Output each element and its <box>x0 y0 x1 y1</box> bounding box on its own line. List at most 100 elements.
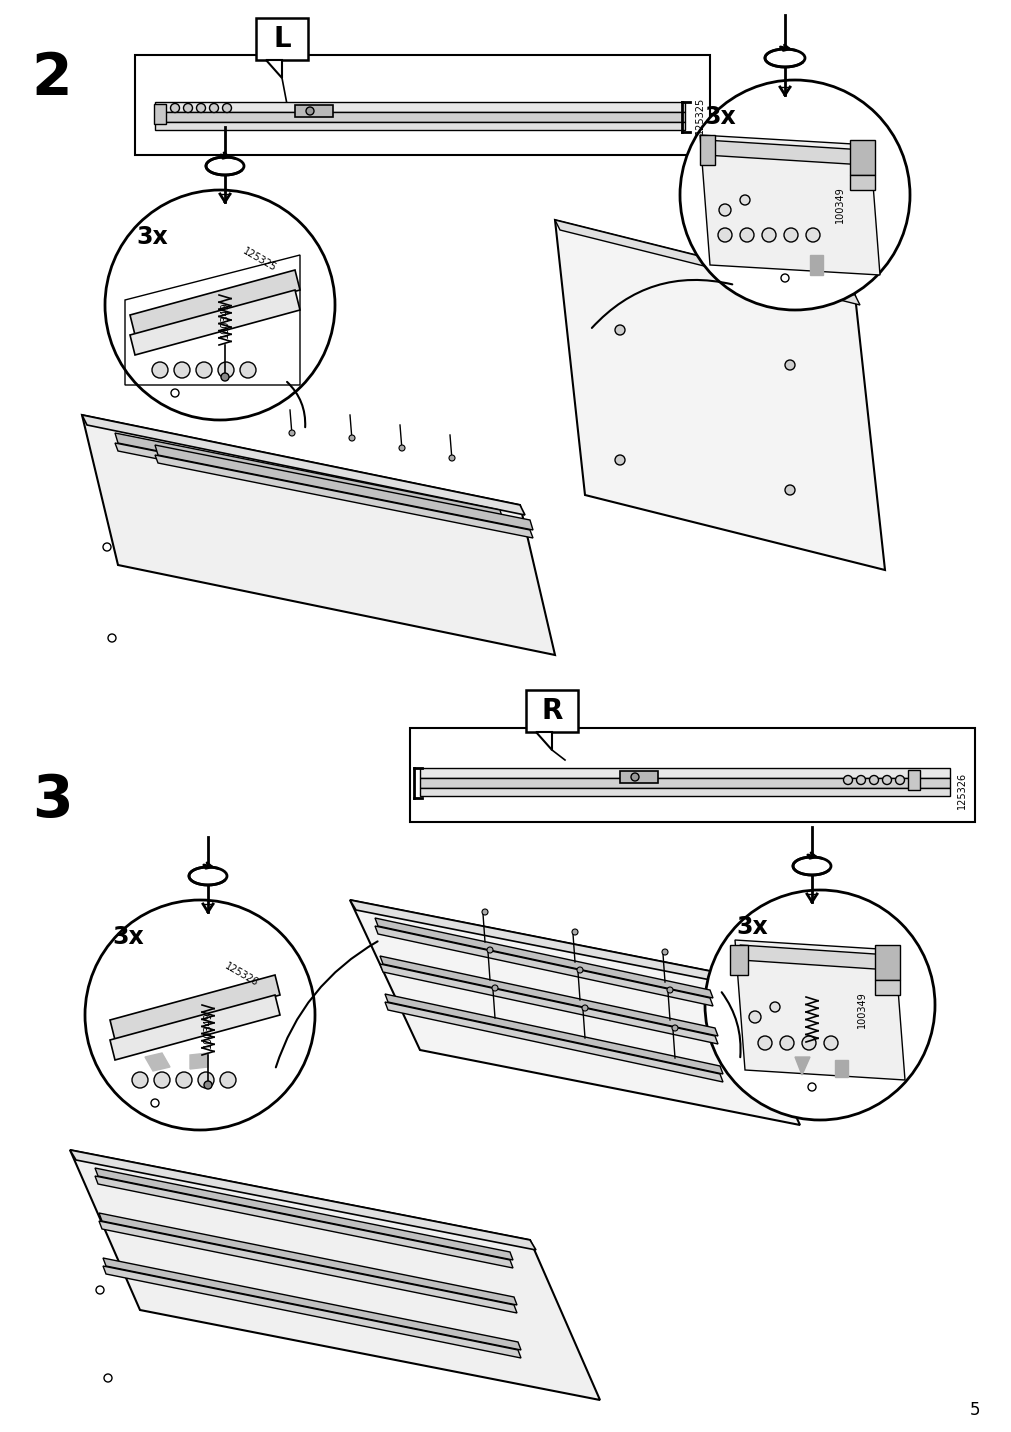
Bar <box>875 979 899 995</box>
Polygon shape <box>554 221 885 570</box>
Circle shape <box>842 776 851 785</box>
Polygon shape <box>129 271 299 335</box>
Bar <box>849 175 875 190</box>
Text: 100349: 100349 <box>834 186 844 223</box>
Polygon shape <box>110 995 280 1060</box>
Polygon shape <box>350 899 800 1126</box>
Text: 2: 2 <box>31 50 72 106</box>
Text: 3x: 3x <box>136 225 168 249</box>
Circle shape <box>398 445 404 451</box>
Circle shape <box>718 203 730 216</box>
Bar <box>409 727 974 822</box>
Bar <box>295 105 333 117</box>
Polygon shape <box>705 140 864 165</box>
Polygon shape <box>103 1257 521 1350</box>
Circle shape <box>581 1005 587 1011</box>
Polygon shape <box>375 927 713 1007</box>
Circle shape <box>631 773 638 780</box>
Circle shape <box>571 929 577 935</box>
Circle shape <box>785 359 795 369</box>
Circle shape <box>105 190 335 420</box>
Text: 5: 5 <box>969 1400 980 1419</box>
Polygon shape <box>82 415 525 516</box>
Polygon shape <box>155 445 533 530</box>
Bar <box>134 54 710 155</box>
Polygon shape <box>129 291 299 355</box>
Bar <box>256 19 307 60</box>
Polygon shape <box>110 975 280 1040</box>
Circle shape <box>661 949 667 955</box>
Circle shape <box>868 776 878 785</box>
Circle shape <box>882 776 891 785</box>
Polygon shape <box>95 1176 513 1267</box>
Polygon shape <box>809 255 822 275</box>
Text: 100349: 100349 <box>856 991 866 1028</box>
Polygon shape <box>103 1266 521 1358</box>
Circle shape <box>780 274 789 282</box>
Circle shape <box>219 1073 236 1088</box>
Text: 3x: 3x <box>112 925 144 949</box>
Text: 125326: 125326 <box>223 961 260 988</box>
Bar <box>849 140 875 175</box>
Text: 3: 3 <box>31 772 72 829</box>
Circle shape <box>491 985 497 991</box>
Bar <box>526 690 577 732</box>
Circle shape <box>671 1025 677 1031</box>
Bar <box>420 768 949 778</box>
Bar <box>420 778 949 788</box>
Polygon shape <box>379 957 717 1035</box>
Text: 100349: 100349 <box>203 1011 212 1048</box>
Circle shape <box>104 1373 112 1382</box>
Bar <box>155 112 684 122</box>
Circle shape <box>576 967 582 972</box>
Polygon shape <box>554 221 859 305</box>
Circle shape <box>349 435 355 441</box>
Bar <box>620 770 657 783</box>
Polygon shape <box>99 1221 517 1313</box>
Polygon shape <box>739 945 889 969</box>
Circle shape <box>96 1286 104 1295</box>
Polygon shape <box>375 918 713 998</box>
Circle shape <box>739 228 753 242</box>
Circle shape <box>305 107 313 115</box>
Circle shape <box>171 390 179 397</box>
Polygon shape <box>700 135 880 275</box>
Bar <box>420 788 949 796</box>
Bar <box>155 102 684 112</box>
Circle shape <box>152 362 168 378</box>
Polygon shape <box>115 432 502 520</box>
Text: 3x: 3x <box>735 915 767 939</box>
Circle shape <box>217 362 234 378</box>
Polygon shape <box>155 455 533 538</box>
Circle shape <box>666 987 672 992</box>
Circle shape <box>761 228 775 242</box>
Circle shape <box>785 485 795 495</box>
Polygon shape <box>95 1169 513 1260</box>
Circle shape <box>131 1073 148 1088</box>
Circle shape <box>204 1081 211 1088</box>
Circle shape <box>85 899 314 1130</box>
Text: 125325: 125325 <box>695 96 705 133</box>
Circle shape <box>154 1073 170 1088</box>
Circle shape <box>615 325 625 335</box>
Circle shape <box>769 1002 779 1012</box>
Polygon shape <box>82 415 554 654</box>
Circle shape <box>679 80 909 309</box>
Circle shape <box>757 1035 771 1050</box>
Text: L: L <box>273 24 290 53</box>
Bar <box>907 770 919 790</box>
Circle shape <box>486 947 492 954</box>
Circle shape <box>196 362 211 378</box>
Polygon shape <box>70 1150 536 1250</box>
Circle shape <box>176 1073 192 1088</box>
Circle shape <box>220 372 228 381</box>
Text: R: R <box>541 697 562 725</box>
Circle shape <box>705 891 934 1120</box>
Circle shape <box>739 195 749 205</box>
Ellipse shape <box>764 49 804 67</box>
Polygon shape <box>700 135 715 165</box>
Circle shape <box>222 103 232 113</box>
Bar <box>154 105 166 125</box>
Circle shape <box>855 776 864 785</box>
Ellipse shape <box>206 158 244 175</box>
